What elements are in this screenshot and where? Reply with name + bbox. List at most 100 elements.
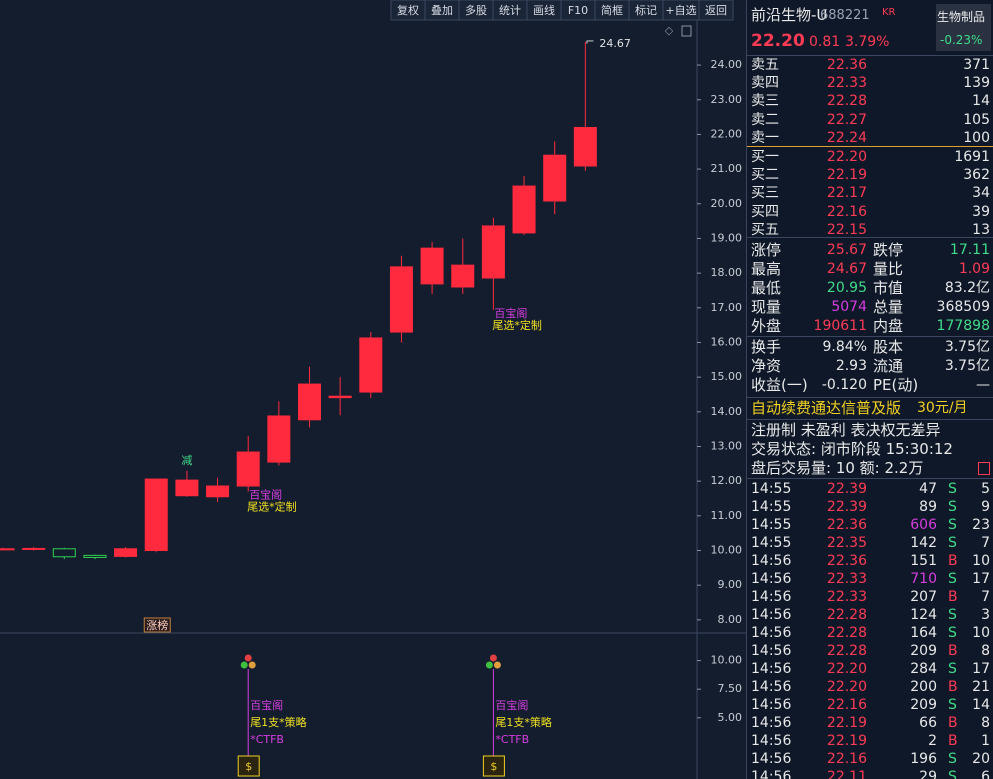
note: 尾选*定制 [247, 500, 297, 514]
stat-label: 流通 [873, 357, 904, 375]
trade-time: 14:56 [751, 751, 792, 767]
trade-time: 14:56 [751, 607, 792, 623]
book-price: 22.27 [826, 111, 867, 128]
book-label: 买二 [751, 167, 779, 184]
trade-side: S [948, 481, 957, 497]
stat-value: 3.75亿 [944, 339, 990, 355]
book-label: 买一 [751, 149, 779, 165]
candle-body [512, 185, 536, 234]
trade-volume: 284 [910, 661, 937, 677]
signal-icon [485, 661, 493, 669]
y-tick-label: 23.00 [711, 93, 743, 106]
trade-side: S [948, 571, 957, 587]
candle-body [451, 264, 475, 288]
trade-time: 14:55 [751, 481, 792, 497]
y-tick-label: 7.50 [718, 682, 743, 695]
signal-mark: 减 [181, 454, 192, 467]
signal-text: 尾1支*策略 [250, 715, 307, 729]
trade-price: 22.39 [826, 481, 867, 497]
trade-price: 22.39 [826, 499, 867, 515]
book-price: 22.33 [826, 75, 867, 92]
trade-count: 20 [972, 751, 990, 767]
book-price: 22.28 [826, 93, 867, 110]
toolbar-button[interactable] [698, 0, 734, 21]
trade-price: 22.28 [826, 607, 867, 623]
y-tick-label: 19.00 [711, 231, 743, 244]
signal-text: 百宝阁 [495, 698, 528, 712]
stat-label: 换手 [751, 338, 782, 356]
trade-time: 14:56 [751, 679, 792, 695]
stat-value: 17.11 [949, 242, 990, 258]
signal-text: 百宝阁 [250, 698, 283, 712]
candle-body [267, 415, 291, 463]
book-price: 22.20 [826, 149, 867, 165]
y-tick-label: 12.00 [711, 474, 743, 487]
divider [747, 397, 993, 398]
y-tick-label: 21.00 [711, 162, 743, 175]
trade-side: B [948, 553, 958, 569]
book-label: 卖四 [751, 75, 779, 92]
book-price: 22.15 [826, 221, 867, 238]
book-label: 卖二 [751, 111, 779, 128]
y-tick-label: 22.00 [711, 127, 743, 140]
trade-side: S [948, 517, 957, 533]
money-icon [237, 755, 260, 777]
chart-icon[interactable] [978, 462, 990, 475]
toolbar-label[interactable]: 叠加 [431, 4, 453, 17]
y-tick-label: 8.00 [718, 613, 743, 626]
toolbar-label[interactable]: 统计 [499, 4, 521, 17]
trade-volume: 2 [928, 733, 937, 749]
sector-change: -0.23% [940, 33, 983, 47]
trade-price: 22.35 [826, 535, 867, 551]
toolbar-label[interactable]: 画线 [533, 3, 555, 17]
icon-window [681, 25, 692, 37]
trade-volume: 207 [910, 589, 937, 605]
toolbar-label[interactable]: F10 [568, 4, 588, 17]
trade-side: B [948, 643, 958, 659]
stat-value: 1.09 [958, 261, 990, 277]
toolbar-label[interactable]: 简框 [601, 3, 623, 17]
trade-volume: 200 [910, 679, 937, 695]
stat-value: 83.2亿 [944, 280, 990, 296]
chart: 复权 叠加 多股 统计 画线 F10 简框 标记 +自选 返回 ◇ 8.00 9.00 10.00 11.0… [0, 0, 746, 779]
candle-body [83, 554, 107, 558]
signal-icon [493, 661, 501, 669]
promo-text: 自动续费通达信普及版 [751, 399, 902, 417]
book-label: 卖五 [751, 57, 779, 73]
trade-volume: 29 [919, 769, 937, 779]
book-volume: 139 [963, 75, 990, 92]
toolbar-label[interactable]: 多股 [465, 3, 487, 17]
trade-count: 10 [972, 553, 990, 569]
tag-box [143, 617, 171, 633]
divider [747, 237, 993, 238]
y-tick-label: 10.00 [711, 544, 743, 557]
stat-label: 现量 [751, 298, 782, 316]
y-tick-label: 9.00 [718, 578, 743, 591]
trade-time: 14:56 [751, 643, 792, 659]
trade-side: S [948, 535, 957, 551]
toolbar-label[interactable]: 标记 [635, 3, 657, 17]
price: 22.20 [751, 31, 805, 51]
info-line: 注册制 未盈利 表决权无差异 [751, 421, 941, 439]
toolbar-label[interactable]: 返回 [705, 4, 727, 17]
high-label: 24.67 [599, 37, 631, 50]
trade-side: B [948, 679, 958, 695]
toolbar-label[interactable]: 复权 [397, 3, 419, 17]
trade-count: 14 [972, 697, 990, 713]
stat-value: 5074 [831, 299, 867, 315]
trade-time: 14:55 [751, 517, 792, 533]
trade-time: 14:55 [751, 499, 792, 515]
promo-price: 30元/月 [917, 400, 968, 416]
sector-box[interactable] [936, 4, 991, 51]
toolbar-label[interactable]: +自选 [665, 4, 696, 17]
trade-count: 9 [981, 499, 990, 515]
trade-volume: 196 [910, 751, 937, 767]
trade-side: S [948, 661, 957, 677]
candle-body [22, 547, 46, 550]
stat-value: 20.95 [826, 280, 867, 296]
book-label: 买五 [751, 221, 779, 238]
trade-volume: 47 [919, 481, 937, 497]
trade-side: S [948, 607, 957, 623]
divider [747, 419, 993, 420]
